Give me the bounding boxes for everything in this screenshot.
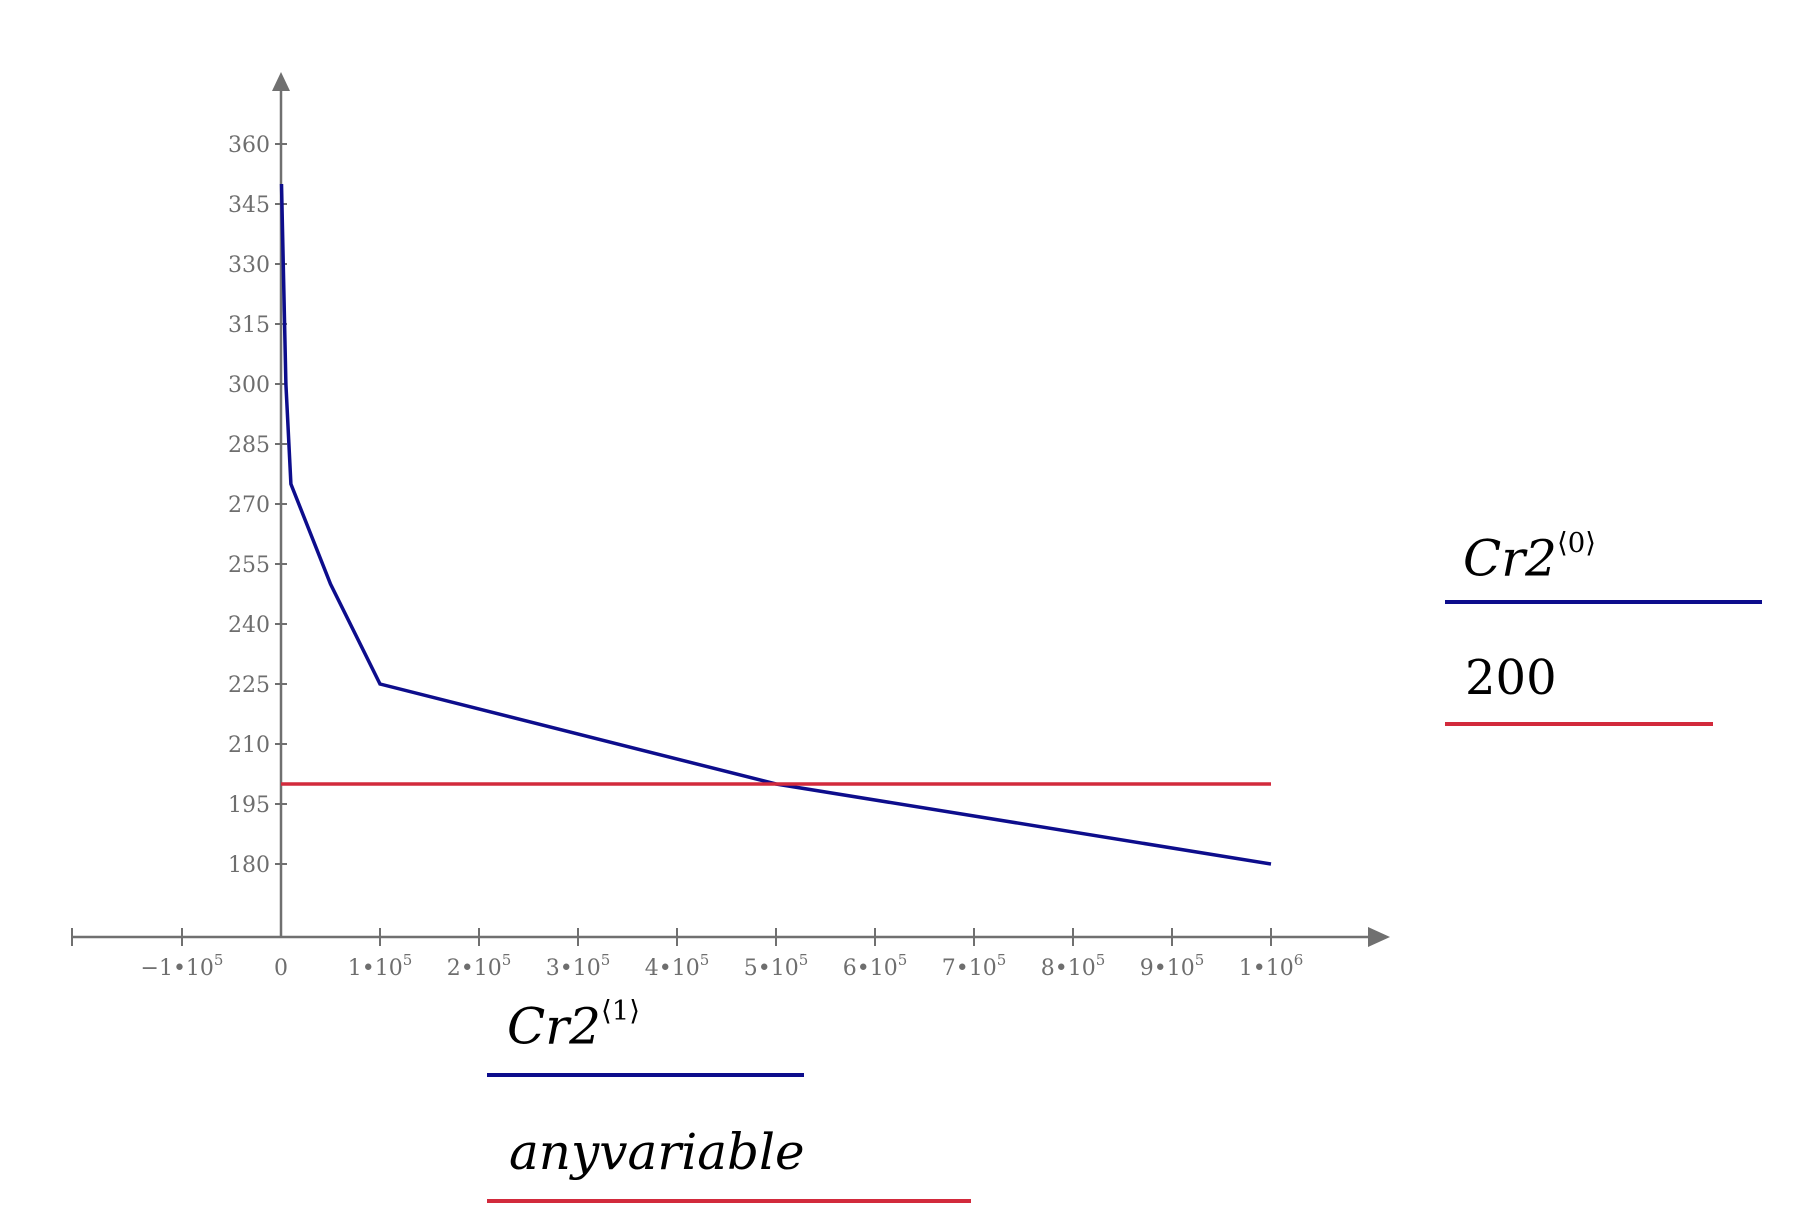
y-tick-label: 300	[228, 373, 270, 398]
y-tick-label: 225	[228, 673, 270, 698]
y-axis-arrow-icon	[272, 72, 290, 91]
x-tick-label: 1•105	[348, 951, 413, 981]
y-tick-label: 210	[228, 733, 270, 758]
x-legend-series-1-line	[487, 1073, 804, 1077]
x-legend-series-2-label[interactable]: anyvariable	[509, 1123, 805, 1181]
y-legend-series-2-label[interactable]: 200	[1465, 650, 1557, 706]
ticks: −1•105 0 1•105 2•105 3•105 4•105 5•105 6•105 7•1…	[141, 133, 1304, 981]
y-tick-label: 240	[228, 613, 270, 638]
x-tick-label: 4•105	[645, 951, 710, 981]
x-tick-label: 3•105	[546, 951, 611, 981]
y-tick-label: 195	[228, 793, 270, 818]
x-tick-label: 0	[274, 956, 288, 981]
y-tick-label: 285	[228, 433, 270, 458]
x-tick-label: −1•105	[141, 951, 224, 981]
x-legend-series-1-label[interactable]: Cr2⟨1⟩	[507, 995, 640, 1056]
x-tick-label: 9•105	[1140, 951, 1205, 981]
y-legend-series-2-line	[1445, 722, 1713, 726]
y-tick-label: 360	[228, 133, 270, 158]
y-tick-label: 345	[228, 193, 270, 218]
y-tick-label: 330	[228, 253, 270, 278]
x-tick-label: 8•105	[1041, 951, 1106, 981]
y-tick-label: 255	[228, 553, 270, 578]
y-tick-label: 315	[228, 313, 270, 338]
x-tick-label: 5•105	[744, 951, 809, 981]
x-tick-label: 2•105	[447, 951, 512, 981]
y-tick-label: 270	[228, 493, 270, 518]
x-tick-label: 1•106	[1239, 951, 1304, 981]
series-line-cr2	[279, 183, 1272, 866]
y-legend-series-1-label[interactable]: Cr2⟨0⟩	[1463, 527, 1596, 588]
y-legend-series-1-line	[1445, 600, 1762, 604]
x-legend-series-2-line	[487, 1199, 971, 1203]
x-tick-label: 7•105	[942, 951, 1007, 981]
x-tick-label: 6•105	[843, 951, 908, 981]
x-axis-arrow-icon	[1368, 927, 1390, 947]
series	[279, 183, 1272, 866]
y-tick-label: 180	[228, 853, 270, 878]
